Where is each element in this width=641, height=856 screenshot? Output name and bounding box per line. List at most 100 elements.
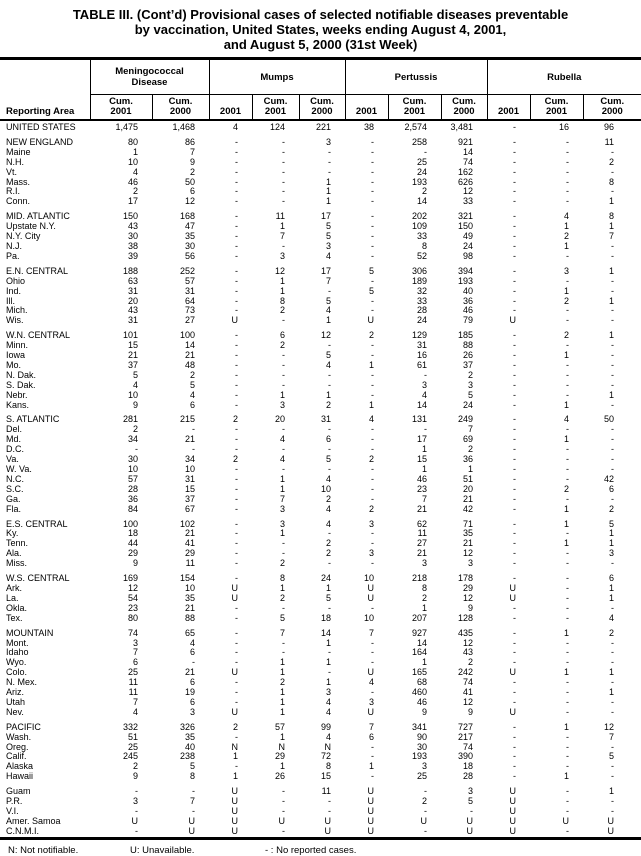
table-row: Minn. 15 14 - 2 - - 31 88 - - - [0,340,641,351]
value-cell: 4 [279,434,285,445]
value-cell: - [566,250,570,261]
table-row: W.N. CENTRAL 101 100 - 6 12 2 129 185 - 2 1 [0,330,641,341]
value-cell: 3 [279,250,285,261]
value-cell: 2 [564,330,570,341]
value-cell: 7 [609,731,615,742]
reporting-area-cell: Oreg. [6,741,29,752]
value-cell: - [135,786,138,797]
value-cell: - [566,473,570,484]
value-cell: 2 [609,627,615,638]
value-cell: 2 [421,796,427,807]
value-cell: - [513,379,517,390]
value-cell: 6 [609,483,615,494]
title-line-3: and August 5, 2000 (31st Week) [223,37,418,52]
reporting-area-cell: Maine [6,146,31,157]
value-cell: 1 [279,696,285,707]
reporting-area-cell: Ala. [6,548,22,559]
value-cell: 626 [457,176,474,187]
value-cell: 21 [127,350,138,361]
value-cell: U [278,815,286,826]
value-cell: 24 [463,240,474,251]
value-cell: 31 [416,340,427,351]
value-cell: 4 [421,389,427,400]
value-cell: 150 [457,221,474,232]
value-cell: 1 [279,221,285,232]
value-cell: 927 [411,627,427,638]
value-cell: - [611,602,615,613]
value-cell: - [282,796,285,807]
value-cell: - [235,444,238,455]
table-row: E.N. CENTRAL 188 252 - 12 17 5 306 394 - 3 1 [0,265,641,277]
value-cell: 6 [189,647,195,658]
value-cell: - [371,196,374,207]
value-cell: - [371,340,374,351]
value-cell: 18 [463,761,474,772]
value-cell: - [371,211,374,222]
value-cell: 5 [468,796,474,807]
value-cell: 38 [363,122,374,132]
value-cell: - [513,637,517,648]
table-row: N. Mex. 11 6 - 2 1 4 68 74 - - - [0,677,641,688]
value-cell: - [235,731,238,742]
value-cell: U [466,825,474,836]
value-cell: - [513,340,517,351]
reporting-area-cell: Ohio [6,275,26,286]
reporting-area-cell: UNITED STATES [6,122,76,132]
reporting-area-cell: S. ATLANTIC [6,414,60,425]
value-cell: 1 [279,275,285,286]
value-cell: - [566,761,570,772]
value-cell: - [566,796,570,807]
value-cell: 921 [457,136,474,147]
value-cell: U [367,667,375,678]
value-cell: - [328,528,331,539]
value-cell: 12 [604,721,615,732]
value-cell: 10 [363,612,374,623]
value-cell: - [611,771,615,782]
value-cell: - [513,518,517,529]
value-cell: 1 [609,687,615,698]
reporting-area-cell: Va. [6,454,19,465]
footnote-not-notifiable: N: Not notifiable. [8,844,79,856]
value-cell: U [231,825,239,836]
value-cell: 7 [368,721,374,732]
value-cell: - [513,538,517,549]
footnote-no-reported-cases: - : No reported cases. [265,844,357,856]
value-cell: - [611,796,615,807]
value-cell: - [611,741,615,752]
value-cell: - [371,369,374,380]
value-cell: - [235,602,238,613]
table-row: S. Dak. 4 5 - - - - 3 3 - - - [0,379,641,391]
reporting-area-cell: N.J. [6,240,23,251]
value-cell: - [513,741,517,752]
value-cell: 4 [325,706,331,717]
value-cell: 129 [411,330,427,341]
value-cell: - [611,315,615,326]
value-cell: 3 [325,687,331,698]
value-cell: - [513,677,517,688]
value-cell: 10 [127,389,138,400]
value-cell: - [235,231,238,242]
value-cell: 215 [179,414,195,425]
table-row: Nev. 4 3 U 1 4 U 9 9 U - - [0,706,641,718]
value-cell: - [513,359,517,370]
value-cell: 29 [184,548,195,559]
reporting-area-cell: Mont. [6,637,29,648]
value-cell: U [367,815,375,826]
value-cell: 36 [463,295,474,306]
value-cell: 90 [416,731,427,742]
value-cell: 2 [279,340,285,351]
value-cell: 8 [279,573,285,584]
value-cell: 9 [468,706,474,717]
footnotes: N: Not notifiable. U: Unavailable. - : N… [0,840,641,856]
reporting-area-cell: Nebr. [6,389,28,400]
value-cell: - [566,612,570,623]
table-row: Wash. 51 35 - 1 4 6 90 217 - - 7 [0,731,641,743]
value-cell: - [566,677,570,688]
value-cell: 3 [279,399,285,410]
value-cell: - [371,434,374,445]
reporting-area-cell: E.N. CENTRAL [6,265,69,276]
table-row: Colo. 25 21 U 1 - U 165 242 U 1 1 [0,667,641,678]
value-cell: 1 [564,399,570,410]
value-cell: U [231,786,239,797]
value-cell: 150 [122,211,138,222]
